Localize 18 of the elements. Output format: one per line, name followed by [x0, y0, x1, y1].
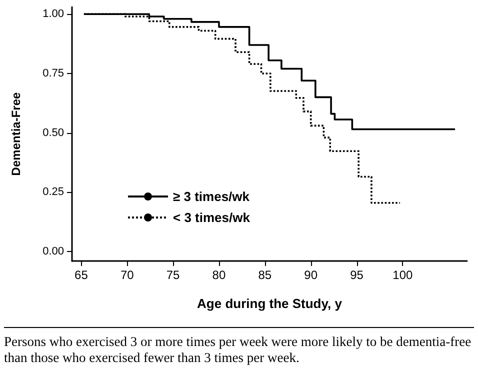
x-tick-label: 65	[74, 268, 88, 282]
y-tick-label: 0.00	[42, 246, 64, 258]
x-axis-title: Age during the Study, y	[197, 296, 343, 311]
x-tick-label: 70	[120, 268, 134, 282]
y-tick-label: 0.75	[42, 67, 64, 80]
y-tick-label: 1.00	[42, 8, 64, 20]
y-tick-label: 0.25	[42, 186, 64, 198]
y-axis-title: Dementia-Free	[9, 92, 23, 176]
x-tick-label: 85	[258, 268, 272, 282]
x-tick-label: 90	[304, 268, 318, 282]
legend-label: < 3 times/wk	[173, 210, 251, 225]
text: Persons who exercised 3 or more times per week were more likely to be dementia-free than those who exercised fewer than 3 times per week.	[4, 334, 472, 366]
y-tick-label: 0.50	[42, 126, 64, 139]
x-tick-label: 75	[166, 268, 180, 282]
x-tick-label: 95	[350, 268, 364, 282]
legend-label: ≥ 3 times/wk	[173, 189, 250, 204]
x-tick-label: 80	[212, 268, 226, 282]
x-tick-label: 100	[392, 268, 414, 282]
